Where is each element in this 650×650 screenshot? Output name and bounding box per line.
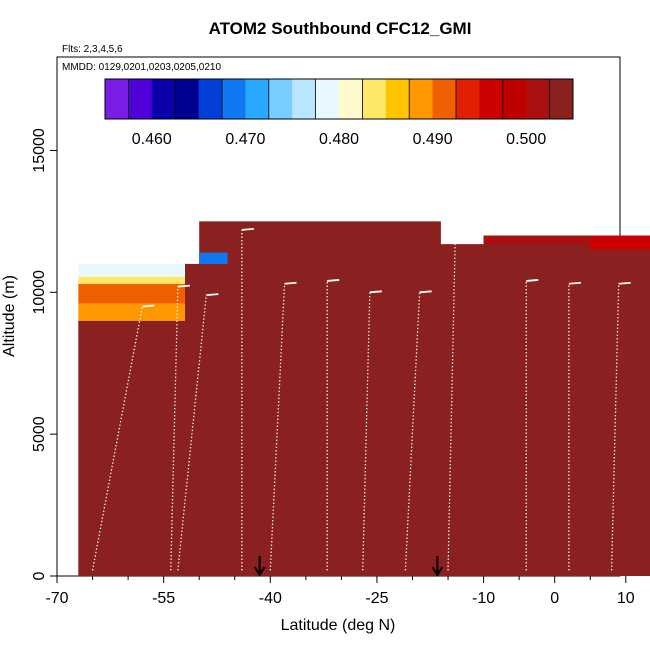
y-axis-title: Altitude (m) xyxy=(1,275,18,357)
chart-title: ATOM2 Southbound CFC12_GMI xyxy=(209,19,472,38)
y-tick-label: 5000 xyxy=(31,416,48,452)
colorbar-tick-label: 0.500 xyxy=(506,131,546,148)
colorbar-segment xyxy=(245,79,270,119)
x-tick-label: -55 xyxy=(152,590,175,607)
heatmap-cell xyxy=(78,283,185,304)
colorbar-segment xyxy=(292,79,317,119)
profile-trace xyxy=(610,283,620,571)
colorbar-ticks: 0.460 0.470 0.480 0.490 0.500 xyxy=(132,131,547,148)
profile-level-leg xyxy=(369,290,382,294)
x-tick-label: 10 xyxy=(617,590,635,607)
colorbar-segment xyxy=(222,79,246,119)
latitude-markers xyxy=(253,556,444,577)
profile-level-leg xyxy=(177,284,190,288)
heatmap-cell xyxy=(78,276,185,284)
x-axis-title: Latitude (deg N) xyxy=(281,617,396,634)
profile-level-leg xyxy=(526,279,539,282)
heatmap-cell xyxy=(78,303,185,321)
profile-level-leg xyxy=(455,239,468,243)
colorbar-border xyxy=(104,78,574,120)
x-axis: -70-55-40-25-1001020304050607080 xyxy=(45,576,635,607)
colorbar-segment xyxy=(339,79,363,119)
profile-trace xyxy=(91,306,143,571)
colorbar xyxy=(104,78,574,120)
colorbar-segment xyxy=(315,79,340,119)
colorbar-segment xyxy=(151,79,176,119)
marker-arrow-head xyxy=(253,566,266,577)
heatmap-cell xyxy=(590,235,650,250)
flight-profiles xyxy=(91,227,631,571)
x-tick-label: 0 xyxy=(550,590,559,607)
colorbar-tick-label: 0.490 xyxy=(413,131,453,148)
marker-arrow-head xyxy=(431,566,444,577)
dates-note: MMDD: 0129,0201,0203,0205,0210 xyxy=(62,62,221,73)
colorbar-segment xyxy=(479,79,504,119)
heatmap-cell xyxy=(483,235,591,245)
x-tick-label: -25 xyxy=(365,590,388,607)
colorbar-tick-label: 0.460 xyxy=(132,131,172,148)
colorbar-segment xyxy=(105,79,129,119)
colorbar-segment xyxy=(198,79,223,119)
heatmap-area xyxy=(78,221,650,576)
profile-level-leg xyxy=(618,281,631,285)
colorbar-segment xyxy=(268,79,293,119)
y-tick-label: 10000 xyxy=(31,270,48,315)
colorbar-segment xyxy=(432,79,457,119)
colorbar-segment xyxy=(385,79,410,119)
profile-trace xyxy=(404,292,421,571)
colorbar-segment xyxy=(362,79,387,119)
profile-level-leg xyxy=(284,281,297,285)
colorbar-tick-label: 0.480 xyxy=(319,131,359,148)
profile-level-leg xyxy=(419,290,432,294)
profile-trace xyxy=(447,241,456,571)
colorbar-segment xyxy=(526,79,551,119)
colorbar-segment xyxy=(409,79,434,119)
profile-level-leg xyxy=(327,279,340,282)
profile-trace xyxy=(362,292,371,571)
x-tick-label: -40 xyxy=(259,590,282,607)
heatmap-cell xyxy=(199,252,228,264)
colorbar-segment xyxy=(549,79,574,119)
colorbar-segment xyxy=(502,79,527,119)
colorbar-segment xyxy=(175,79,200,119)
y-tick-label: 0 xyxy=(31,571,48,580)
colorbar-tick-label: 0.470 xyxy=(225,131,265,148)
x-tick-label: -10 xyxy=(472,590,495,607)
colorbar-segment xyxy=(128,79,153,119)
profile-level-leg xyxy=(206,293,219,297)
profile-level-leg xyxy=(568,281,581,285)
heatmap-background xyxy=(78,221,650,576)
profile-level-leg xyxy=(142,304,155,308)
y-axis: 0 5000 10000 15000 xyxy=(31,128,57,580)
profile-trace xyxy=(269,283,286,571)
profile-level-leg xyxy=(241,227,254,231)
colorbar-segment xyxy=(456,79,480,119)
heatmap-cell xyxy=(78,263,185,277)
x-tick-label: -70 xyxy=(45,590,68,607)
profile-trace xyxy=(177,295,207,571)
y-tick-label: 15000 xyxy=(31,128,48,173)
flights-note: Flts: 2,3,4,5,6 xyxy=(62,44,123,55)
